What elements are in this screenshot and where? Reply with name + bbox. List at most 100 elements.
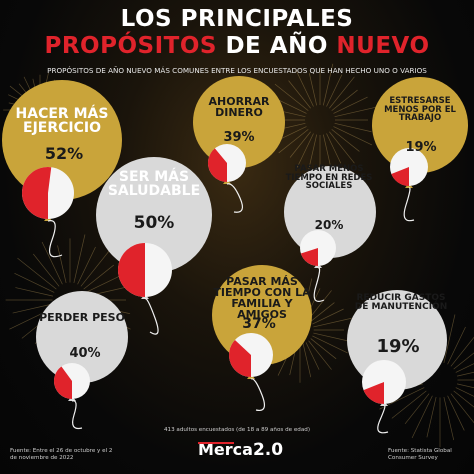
firework-spark	[77, 246, 96, 285]
firework-spark	[12, 303, 54, 314]
firework-spark	[274, 83, 309, 111]
title-line-2: PROPÓSITOS DE AÑO NUEVO	[0, 33, 474, 59]
firework-spark	[455, 363, 474, 373]
firework-spark	[322, 134, 333, 172]
pie-wedge-pasar-menos-tiempo-en-redes-sociales	[300, 248, 318, 266]
source-note: Fuente: Statista Global Consumer Survey	[388, 448, 452, 461]
firework-spark	[302, 343, 312, 378]
firework-spark	[333, 96, 368, 114]
firework-spark	[333, 126, 373, 146]
firework-spark	[308, 290, 332, 320]
firework-spark	[443, 396, 455, 441]
pie-wedge-estresarse-menos-por-el-trabajo	[391, 167, 409, 186]
firework-spark	[453, 352, 474, 370]
firework-spark	[455, 387, 474, 397]
pct-ahorrar-dinero: 39%	[223, 130, 255, 145]
title-word-propositos: PROPÓSITOS	[44, 33, 217, 59]
balloon-string	[47, 220, 63, 258]
pie-wedge-perder-peso	[53, 366, 72, 399]
firework-spark	[329, 131, 355, 164]
date-note: Fuente: Entre el 26 de octubre y el 2 de…	[10, 448, 113, 461]
balloon-ahorrar-dinero	[193, 76, 285, 168]
firework-spark	[331, 129, 360, 152]
balloon-string	[226, 183, 244, 213]
pct-familia-amigos: 37%	[242, 316, 276, 332]
firework-spark	[308, 340, 332, 370]
balloon-string	[144, 298, 159, 335]
pct-hacer-mas-ejercicio: 52%	[44, 144, 84, 163]
firework-spark	[57, 245, 67, 284]
balloon-hacer-más-ejercicio	[2, 80, 122, 200]
firework-spark	[329, 76, 355, 109]
pie-wedge-reducir-gastos-de-manutención	[363, 382, 384, 404]
firework-spark	[15, 287, 54, 297]
firework-spark	[334, 122, 372, 133]
firework-spark	[322, 63, 334, 106]
firework-spark	[453, 390, 474, 408]
firework-spark	[334, 106, 377, 118]
firework-spark	[308, 134, 318, 170]
firework-spark	[456, 371, 474, 377]
balloon-string	[313, 267, 325, 302]
label-perder-peso: PERDER PESO	[39, 311, 125, 324]
firework-spark	[295, 70, 314, 107]
balloon-perder-peso	[36, 291, 128, 383]
firework-spark	[404, 393, 430, 425]
label-familia-amigos: PASAR MÁS TIEMPO CON LA FAMILIA Y AMIGOS	[213, 275, 311, 321]
firework-spark	[313, 317, 352, 328]
sample-note: 413 adultos encuestados (de 18 a 89 años…	[163, 427, 311, 433]
firework-spark	[80, 249, 111, 287]
label-ser-mas-saludable: SER MÁS SALUDABLE	[107, 169, 201, 199]
balloon-string	[71, 400, 83, 430]
firework-spark	[305, 342, 320, 370]
firework-spark	[450, 336, 474, 367]
pct-ser-mas-saludable: 50%	[133, 213, 175, 233]
firework-spark	[14, 272, 55, 293]
pct-reducir-gastos: 19%	[376, 336, 420, 357]
pie-wedge-hacer-más-ejercicio	[22, 167, 52, 219]
label-menos-tiempo-redes: PASAR MENOS TIEMPO EN REDES SOCIALES	[285, 164, 373, 191]
firework-spark	[313, 332, 348, 342]
firework-spark	[308, 73, 318, 106]
pie-wedge-pasar-más-tiempo-con-la-familia-y-amigos	[229, 339, 251, 377]
firework-spark	[443, 314, 456, 364]
firework-spark	[447, 395, 465, 431]
firework-spark	[41, 241, 63, 285]
firework-spark	[450, 393, 474, 424]
title-word-de-ano: DE AÑO	[225, 33, 328, 59]
label-reducir-gastos: REDUCIR GASTOS DE MANUTENCIÓN	[354, 293, 448, 312]
subtitle: PROPÓSITOS DE AÑO NUEVO MÁS COMUNES ENTR…	[47, 66, 427, 75]
firework-spark	[456, 383, 474, 389]
firework-spark	[391, 390, 427, 419]
label-ahorrar-dinero: AHORRAR DINERO	[208, 95, 270, 119]
firework-spark	[295, 133, 314, 170]
label-hacer-mas-ejercicio: HACER MÁS EJERCICIO	[15, 106, 109, 136]
pie-wedge-ser-más-saludable	[118, 243, 145, 297]
firework-spark	[312, 335, 348, 354]
firework-spark	[447, 326, 466, 365]
balloon-ser-más-saludable	[96, 157, 212, 273]
firework-spark	[426, 396, 437, 438]
firework-spark	[278, 129, 309, 154]
firework-spark	[326, 133, 342, 164]
balloon-string	[250, 378, 266, 412]
balloon-string	[403, 187, 415, 222]
pie-wedge-ahorrar-dinero	[208, 148, 227, 182]
firework-spark	[310, 302, 335, 322]
firework-spark	[411, 395, 433, 439]
pct-estresarse-menos: 19%	[405, 140, 437, 155]
firework-spark	[310, 338, 337, 360]
firework-spark	[289, 131, 311, 158]
balloon-estresarse-menos-por-el-trabajo	[372, 77, 468, 173]
firework-spark	[326, 74, 343, 107]
logo-red-bar	[198, 442, 234, 444]
firework-spark	[83, 264, 115, 290]
firework-spark	[312, 308, 344, 325]
label-estresarse-menos: ESTRESARSE MENOS POR EL TRABAJO	[384, 96, 456, 123]
title-line-1: LOS PRINCIPALES	[120, 6, 354, 32]
firework-spark	[331, 89, 358, 111]
firework-spark	[73, 234, 86, 284]
balloon-string	[377, 405, 389, 434]
